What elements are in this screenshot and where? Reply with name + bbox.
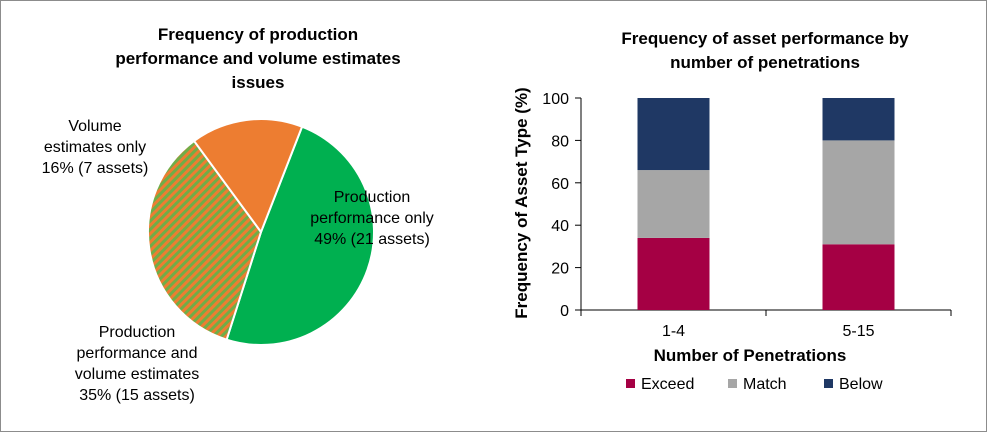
bar-segment-match [637,170,710,238]
bar-title-line-1: Frequency of asset performance by [621,29,909,48]
pie-slice-label-line: 16% (7 assets) [42,160,149,177]
pie-title-line-2: performance and volume estimates [115,49,400,68]
y-tick-label: 0 [560,303,569,320]
x-tick-label: 1-4 [662,323,685,340]
y-tick-label: 60 [551,176,569,193]
bar-series [637,98,895,310]
bar-title-line-2: number of penetrations [670,53,860,72]
pie-slices [147,118,375,347]
bar-segment-exceed [822,244,895,310]
y-tick-label: 20 [551,261,569,278]
legend-swatch [626,379,635,388]
pie-slice-label: Volume estimates only 16% (7 assets) [42,118,149,177]
pie-labels: Production performance only 49% (21 assets… [42,118,434,404]
bar-chart: Frequency of asset performance by number… [512,29,952,393]
legend-swatch [824,379,833,388]
pie-slice-label-line: Production [334,189,411,206]
bar-segment-match [822,140,895,245]
legend-label: Exceed [641,376,694,393]
y-tick-label: 40 [551,218,569,235]
chart-legend: Exceed Match Below [626,376,883,393]
bar-segment-exceed [637,237,710,310]
pie-slice-label-line: 35% (15 assets) [79,387,195,404]
pie-slice [147,139,263,341]
pie-slice-label: Production performance only 49% (21 assets… [310,189,434,248]
y-axis-label: Frequency of Asset Type (%) [512,87,531,318]
pie-title-line-1: Frequency of production [158,25,358,44]
bar-segment-below [637,98,710,171]
pie-slice-label-line: performance only [310,210,434,227]
bar-segment-below [822,98,895,141]
pie-slice-label: Production performance and volume estimate… [75,324,200,404]
pie-slice-label-line: performance and [77,345,198,362]
pie-title-line-3: issues [232,73,285,92]
y-tick-label: 80 [551,133,569,150]
x-axis-label: Number of Penetrations [654,346,847,365]
pie-slice-label-line: volume estimates [75,366,200,383]
legend-label: Below [839,376,883,393]
pie-slice-label-line: Production [99,324,176,341]
pie-slice-label-line: Volume [68,118,121,135]
x-tick-label: 5-15 [842,323,874,340]
y-tick-label: 100 [542,91,569,108]
pie-chart: Frequency of production performance and … [42,25,434,404]
pie-slice-label-line: estimates only [44,139,146,156]
pie-slice [192,118,304,235]
legend-label: Match [743,376,787,393]
pie-slice-label-line: 49% (21 assets) [314,231,430,248]
legend-swatch [728,379,737,388]
pie-slice [225,125,375,347]
